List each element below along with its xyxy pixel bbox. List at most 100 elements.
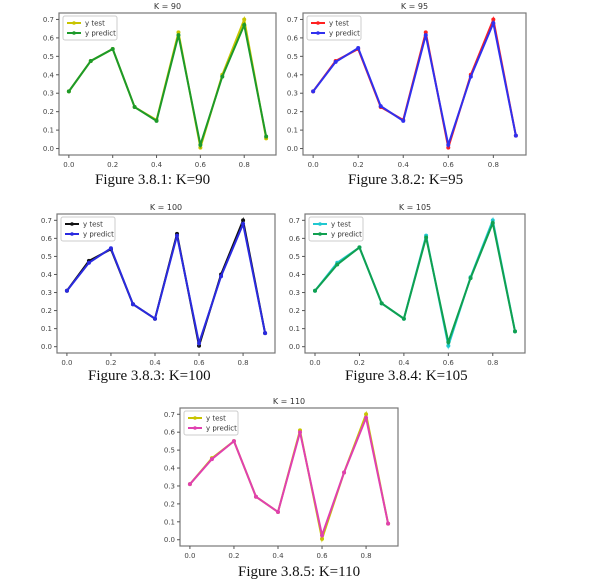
x-tick-label: 0.2 xyxy=(105,359,116,367)
x-tick-label: 0.4 xyxy=(398,161,410,169)
y-tick-label: 0.7 xyxy=(41,217,52,225)
y-tick-label: 0.6 xyxy=(43,34,55,42)
y-tick-label: 0.2 xyxy=(164,500,175,508)
y-predict-point xyxy=(378,104,383,109)
y-tick-label: 0.4 xyxy=(43,71,55,79)
y-tick-label: 0.6 xyxy=(287,34,299,42)
x-tick-label: 0.4 xyxy=(151,161,163,169)
y-predict-point xyxy=(364,415,369,420)
y-tick-label: 0.3 xyxy=(289,289,300,297)
y-tick-label: 0.4 xyxy=(289,271,301,279)
y-tick-label: 0.7 xyxy=(289,217,300,225)
y-tick-label: 0.6 xyxy=(289,235,301,243)
y-tick-label: 0.0 xyxy=(164,536,175,544)
x-tick-label: 0.8 xyxy=(239,161,250,169)
y-test-point xyxy=(491,17,496,22)
legend-label: y test xyxy=(83,221,103,229)
x-tick-label: 0.6 xyxy=(443,359,455,367)
chart-title: K = 105 xyxy=(399,203,431,212)
figure-caption: Figure 3.8.2: K=95 xyxy=(348,172,464,188)
y-tick-label: 0.5 xyxy=(287,53,298,61)
y-predict-point xyxy=(130,302,135,307)
y-predict-point xyxy=(197,341,202,346)
x-tick-label: 0.8 xyxy=(238,359,249,367)
y-tick-label: 0.0 xyxy=(43,145,54,153)
y-predict-point xyxy=(242,22,247,27)
y-predict-line xyxy=(68,21,268,149)
y-predict-point xyxy=(490,221,495,226)
y-predict-point xyxy=(424,235,429,240)
x-tick-label: 0.0 xyxy=(309,359,320,367)
y-tick-label: 0.1 xyxy=(289,325,300,333)
x-tick-label: 0.4 xyxy=(149,359,161,367)
y-predict-point xyxy=(132,105,137,110)
legend-label: y predict xyxy=(85,30,116,38)
y-predict-point xyxy=(253,494,258,499)
y-predict-point xyxy=(357,245,362,250)
x-tick-label: 0.4 xyxy=(398,359,410,367)
y-predict-point xyxy=(110,46,115,51)
y-tick-label: 0.6 xyxy=(41,235,53,243)
y-tick-label: 0.2 xyxy=(289,307,300,315)
y-predict-point xyxy=(275,509,280,514)
y-predict-point xyxy=(231,439,236,444)
x-tick-label: 0.8 xyxy=(487,359,498,367)
y-predict-point xyxy=(64,288,69,293)
y-tick-label: 0.5 xyxy=(289,253,300,261)
x-tick-label: 0.6 xyxy=(193,359,205,367)
legend-label: y test xyxy=(331,221,351,229)
y-tick-label: 0.0 xyxy=(289,343,300,351)
y-test-point xyxy=(364,412,369,417)
y-predict-point xyxy=(88,58,93,63)
x-tick-label: 0.0 xyxy=(61,359,72,367)
y-predict-point xyxy=(298,430,303,435)
y-predict-point xyxy=(356,46,361,51)
y-predict-point xyxy=(342,470,347,475)
y-tick-label: 0.4 xyxy=(287,71,299,79)
x-tick-label: 0.6 xyxy=(316,552,328,560)
y-predict-point xyxy=(220,74,225,79)
y-tick-label: 0.1 xyxy=(287,127,298,135)
x-tick-label: 0.8 xyxy=(488,161,499,169)
x-tick-label: 0.8 xyxy=(361,552,372,560)
x-tick-label: 0.0 xyxy=(308,161,319,169)
legend: y test y predict xyxy=(306,15,362,41)
y-tick-label: 0.3 xyxy=(43,90,54,98)
y-tick-label: 0.1 xyxy=(41,325,52,333)
y-tick-label: 0.3 xyxy=(287,90,298,98)
y-tick-label: 0.2 xyxy=(287,108,298,116)
y-test-point xyxy=(423,30,428,35)
y-predict-point xyxy=(379,301,384,306)
y-predict-point xyxy=(333,59,338,64)
y-predict-point xyxy=(241,221,246,226)
y-test-point xyxy=(241,218,246,223)
y-predict-line xyxy=(312,19,517,149)
figure-caption: Figure 3.8.4: K=105 xyxy=(345,368,468,384)
x-tick-label: 0.4 xyxy=(272,552,284,560)
y-predict-point xyxy=(513,329,517,334)
y-tick-label: 0.7 xyxy=(43,16,54,24)
y-predict-point xyxy=(311,89,316,94)
y-tick-label: 0.3 xyxy=(164,482,175,490)
y-predict-point xyxy=(468,74,473,79)
y-tick-label: 0.5 xyxy=(164,447,175,455)
x-tick-label: 0.6 xyxy=(195,161,207,169)
y-predict-point xyxy=(152,316,157,321)
y-predict-point xyxy=(187,482,192,487)
y-predict-line xyxy=(314,219,516,346)
y-tick-label: 0.0 xyxy=(287,145,298,153)
legend-label: y test xyxy=(85,20,105,28)
x-tick-label: 0.2 xyxy=(354,359,365,367)
y-tick-label: 0.1 xyxy=(164,518,175,526)
x-tick-label: 0.6 xyxy=(443,161,455,169)
y-tick-label: 0.2 xyxy=(41,307,52,315)
chart-title: K = 100 xyxy=(150,203,182,212)
y-predict-point xyxy=(176,33,181,38)
legend: y test y predict xyxy=(183,410,239,436)
x-tick-label: 0.2 xyxy=(353,161,364,169)
